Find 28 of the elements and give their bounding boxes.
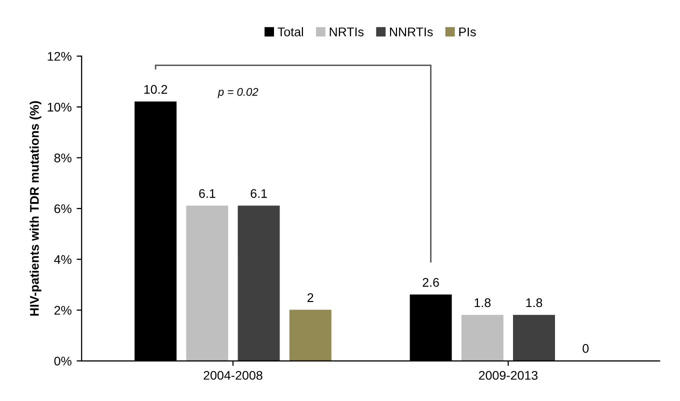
y-axis-title: HIV-patients with TDR mutations (%) bbox=[30, 101, 42, 316]
bar bbox=[186, 206, 228, 361]
legend-label: PIs bbox=[459, 28, 476, 36]
y-tick-label: 6% bbox=[54, 204, 72, 214]
y-tick-label: 10% bbox=[48, 102, 72, 112]
x-tick-label: 2004-2008 bbox=[204, 370, 262, 380]
y-tick-label: 4% bbox=[54, 255, 72, 264]
data-label: 6.1 bbox=[250, 189, 267, 198]
y-tick-label: 12% bbox=[48, 52, 72, 61]
legend-label: NNRTIs bbox=[390, 28, 433, 36]
data-label: 2.6 bbox=[422, 278, 439, 287]
x-tick-label: 2009-2013 bbox=[478, 370, 538, 380]
data-label: 6.1 bbox=[199, 189, 216, 198]
bar bbox=[513, 314, 556, 361]
data-label: 1.8 bbox=[526, 298, 542, 308]
y-tick-label: 0% bbox=[54, 356, 72, 366]
bar bbox=[461, 314, 504, 361]
bar bbox=[289, 310, 332, 361]
legend-label: NRTIs bbox=[330, 28, 364, 36]
data-label: 1.8 bbox=[474, 298, 491, 308]
annotation: p = 0.02 bbox=[218, 88, 258, 98]
data-label: 10.2 bbox=[144, 84, 168, 94]
y-tick-label: 8% bbox=[54, 154, 72, 162]
y-tick-label: 2% bbox=[54, 306, 72, 315]
legend-label: Total bbox=[278, 27, 303, 36]
data-label: 2 bbox=[308, 293, 314, 302]
data-label: 0 bbox=[582, 344, 589, 353]
bar bbox=[238, 206, 280, 361]
